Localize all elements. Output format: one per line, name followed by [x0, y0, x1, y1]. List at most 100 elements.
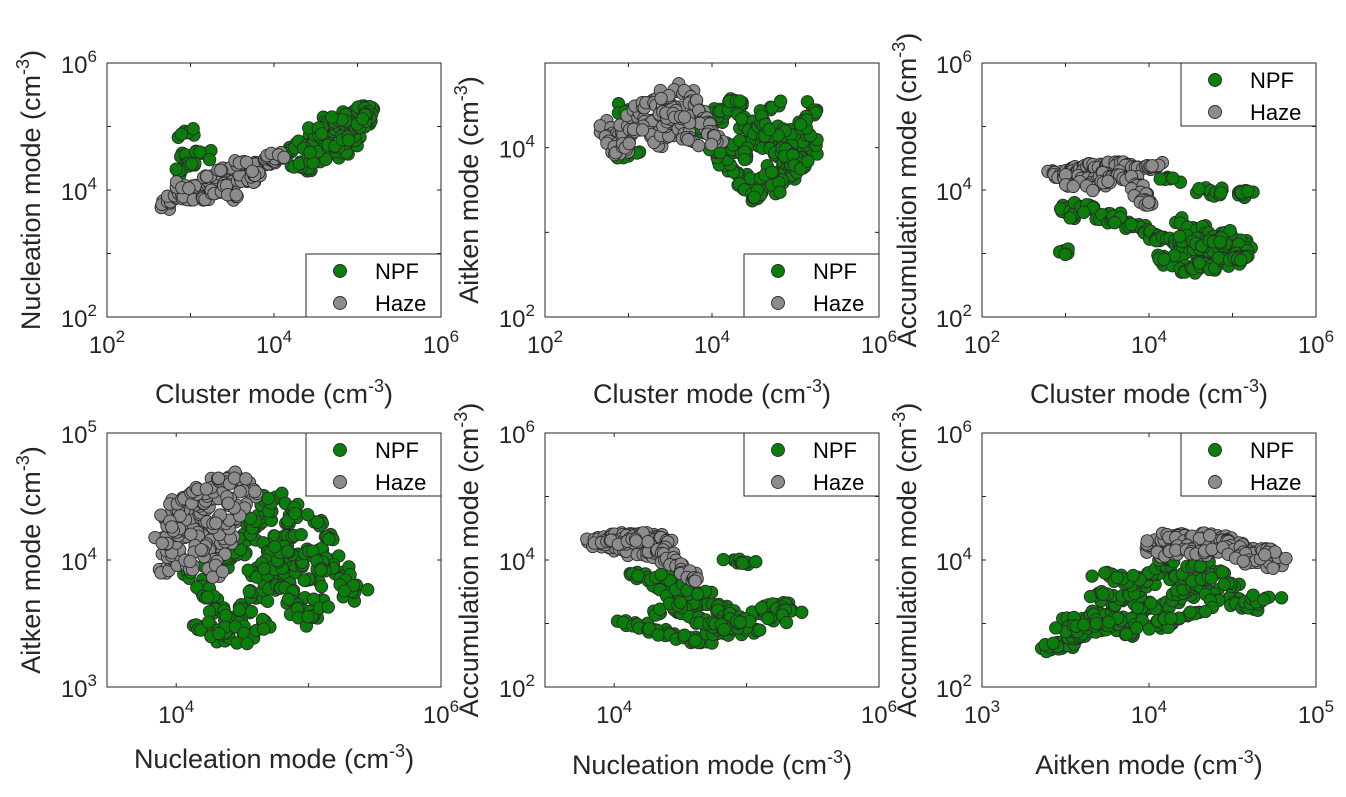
point-npf-279	[240, 636, 254, 651]
y-tick-label: 106	[499, 417, 535, 449]
point-npf-335	[294, 527, 308, 542]
point-npf-41	[733, 94, 747, 108]
point-npf-265	[1193, 559, 1208, 573]
point-haze-195	[200, 169, 214, 184]
point-npf-195	[716, 552, 730, 567]
x-tick-label: 106	[423, 697, 459, 729]
point-haze-209	[209, 516, 223, 530]
legend-marker-haze	[1208, 475, 1222, 489]
point-npf-167	[341, 133, 356, 147]
point-npf-146	[773, 185, 787, 199]
point-npf-327	[1129, 621, 1144, 635]
y-axis-label: Accumulation mode (cm-3)	[451, 403, 484, 718]
legend-marker-npf	[771, 264, 785, 278]
point-npf-237	[717, 622, 731, 637]
point-npf-272	[691, 587, 705, 601]
point-npf-314	[1102, 615, 1116, 629]
x-tick-label: 104	[1131, 697, 1167, 729]
chart-1: 102 104 106 102 104 106 Cluster mode (cm-3) Nuc…	[13, 47, 459, 409]
point-npf-230	[1214, 186, 1228, 200]
point-npf-195	[288, 506, 302, 521]
legend-marker-haze	[771, 475, 785, 489]
markers	[148, 465, 375, 651]
point-npf-209	[1058, 247, 1072, 262]
point-haze-188	[182, 181, 196, 195]
point-haze-209	[629, 534, 643, 548]
point-npf-235	[1110, 570, 1124, 585]
markers	[1034, 526, 1293, 659]
point-npf-181	[765, 165, 779, 179]
x-axis-label: Aitken mode (cm-3)	[1035, 747, 1263, 780]
y-tick-label: 105	[61, 417, 97, 449]
point-npf-227	[1085, 569, 1099, 583]
point-npf-83	[1144, 596, 1158, 610]
point-npf-272	[212, 626, 226, 641]
legend: NPF Haze	[305, 253, 442, 318]
y-axis-label: Aitken mode (cm-3)	[13, 446, 46, 674]
point-npf-251	[779, 615, 794, 630]
point-haze-202	[213, 163, 228, 177]
x-axis-label: Cluster mode (cm-3)	[155, 376, 393, 409]
point-npf-153	[677, 628, 692, 642]
x-tick-label: 106	[861, 327, 897, 359]
point-haze-139	[277, 150, 291, 165]
legend-label-haze: Haze	[375, 291, 426, 316]
legend-label-haze: Haze	[813, 470, 864, 495]
y-tick-label: 102	[61, 301, 97, 333]
point-haze-216	[221, 496, 235, 510]
y-tick-label: 104	[499, 544, 535, 576]
point-npf-151	[1274, 591, 1289, 605]
x-tick-label: 105	[1298, 697, 1334, 729]
point-npf-349	[1183, 605, 1197, 619]
point-npf-202	[355, 112, 370, 126]
point-npf-237	[1126, 568, 1140, 583]
y-axis-label: Nucleation mode (cm-3)	[13, 50, 46, 330]
point-haze-103	[248, 484, 262, 499]
point-haze-146	[704, 137, 719, 152]
markers	[154, 99, 381, 216]
point-npf-279	[1215, 565, 1229, 579]
point-haze-202	[681, 133, 695, 147]
point-npf-153	[303, 145, 317, 160]
y-tick-label: 106	[936, 417, 972, 449]
markers	[593, 77, 824, 208]
point-npf-76	[1130, 600, 1145, 615]
x-tick-label: 104	[694, 327, 730, 359]
point-npf-41	[244, 604, 259, 619]
legend-label-npf: NPF	[1250, 438, 1294, 463]
point-npf-286	[1157, 252, 1171, 266]
point-npf-342	[1164, 611, 1178, 626]
legend-label-npf: NPF	[813, 259, 857, 284]
point-npf-292	[1172, 229, 1187, 244]
y-tick-label: 104	[499, 132, 535, 164]
point-haze-216	[245, 164, 259, 178]
x-tick-label: 106	[861, 697, 897, 729]
point-npf-153	[1257, 592, 1271, 607]
point-haze-192	[184, 527, 198, 541]
point-haze-237	[677, 110, 692, 124]
point-haze-188	[688, 574, 702, 588]
point-npf-27	[1077, 205, 1091, 219]
point-haze-216	[622, 136, 636, 151]
point-npf-125	[337, 584, 352, 598]
point-npf-139	[642, 622, 656, 636]
y-axis-label: Accumulation mode (cm-3)	[889, 403, 922, 718]
point-npf-244	[1241, 184, 1255, 198]
point-npf-258	[654, 567, 668, 582]
legend-label-haze: Haze	[813, 291, 864, 316]
x-axis-label: Cluster mode (cm-3)	[1030, 376, 1268, 409]
point-npf-187	[753, 623, 767, 637]
markers	[1041, 155, 1260, 280]
point-npf-223	[202, 153, 217, 167]
legend: NPF Haze	[743, 253, 880, 318]
point-npf-209	[186, 122, 200, 136]
point-haze-230	[1101, 174, 1115, 188]
y-tick-label: 104	[61, 544, 97, 576]
point-npf-230	[281, 592, 296, 606]
point-haze-200	[691, 138, 706, 153]
point-npf-299	[1076, 618, 1091, 632]
point-npf-244	[733, 615, 747, 629]
point-npf-237	[737, 152, 752, 167]
point-npf-230	[1098, 566, 1112, 580]
point-npf-251	[321, 600, 335, 614]
